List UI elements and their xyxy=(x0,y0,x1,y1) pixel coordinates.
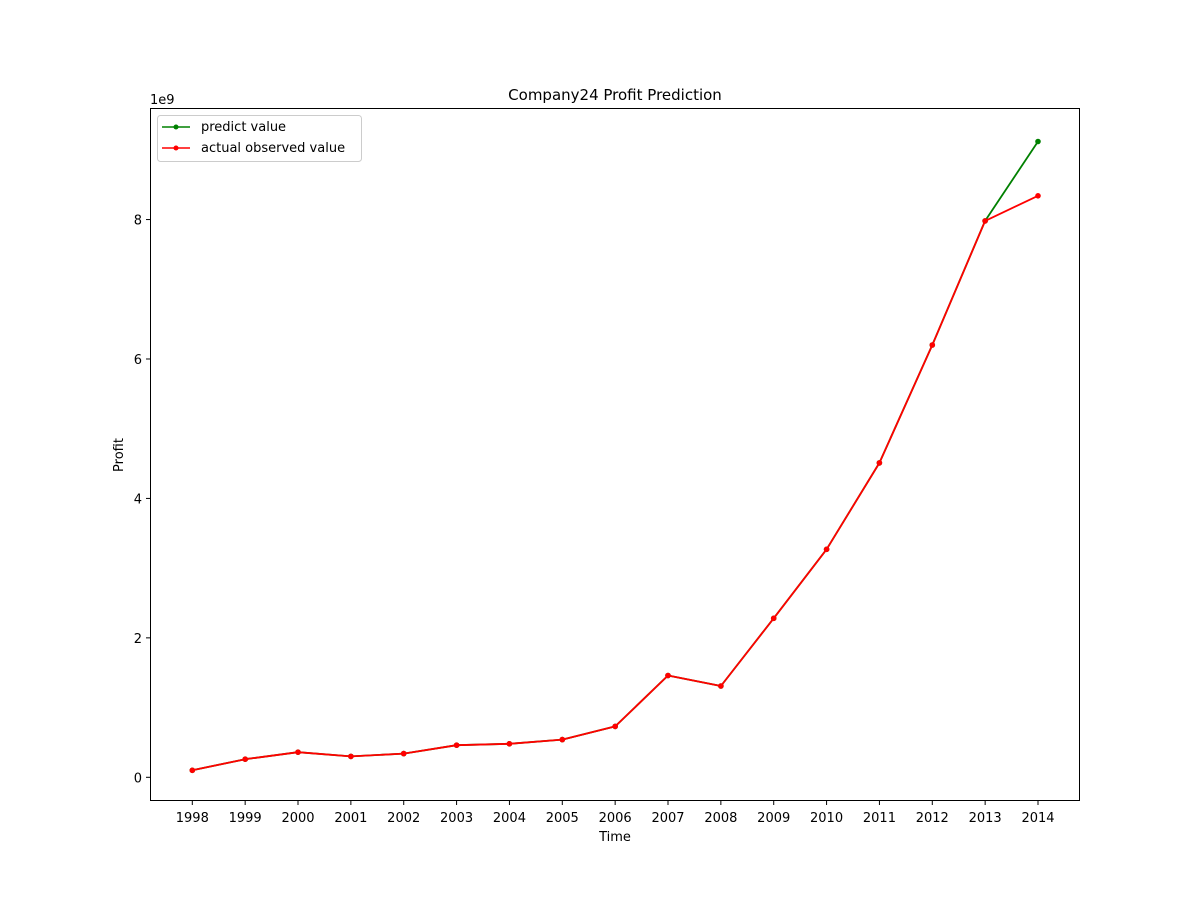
y-axis-offset-label: 1e9 xyxy=(150,93,175,108)
data-point-actual-2005 xyxy=(559,736,566,743)
x-tick-label: 2004 xyxy=(493,811,526,826)
x-tick-label: 1998 xyxy=(176,811,209,826)
x-axis-ticks: 1998 1999 2000 2001 2002 2003 2004 2005 2006 2007… xyxy=(176,801,1055,826)
x-tick-label: 2014 xyxy=(1021,811,1054,826)
x-tick-label: 2013 xyxy=(969,811,1002,826)
x-tick-label: 2009 xyxy=(757,811,790,826)
legend-label-predict: predict value xyxy=(201,120,286,135)
data-point-actual-2007 xyxy=(665,672,671,679)
data-point-actual-2002 xyxy=(400,750,407,757)
y-tick-label: 6 xyxy=(134,353,142,368)
data-point-actual-1999 xyxy=(242,756,248,762)
data-point-actual-2013 xyxy=(982,218,988,224)
data-point-actual-2010 xyxy=(823,546,830,553)
legend-label-actual: actual observed value xyxy=(201,141,345,156)
x-tick-label: 1999 xyxy=(229,811,262,826)
data-point-predict-2014 xyxy=(1035,138,1041,145)
legend: predict value actual observed value xyxy=(157,115,362,162)
series-line-actual xyxy=(191,194,1039,772)
x-tick-label: 2001 xyxy=(334,811,367,826)
x-tick-label: 2011 xyxy=(863,811,896,826)
y-axis-ticks: 0 2 4 6 8 xyxy=(134,214,150,786)
x-axis-label: Time xyxy=(598,830,631,845)
data-point-actual-2012 xyxy=(929,342,936,348)
y-tick-label: 4 xyxy=(134,492,142,507)
data-point-actual-2014 xyxy=(1035,193,1041,199)
data-point-actual-2009 xyxy=(770,615,777,622)
y-axis-label: Profit xyxy=(112,438,127,472)
data-point-actual-2008 xyxy=(718,683,724,689)
legend-marker-predict xyxy=(173,124,179,130)
y-tick-label: 8 xyxy=(134,214,142,229)
series-line-predict xyxy=(191,140,1039,772)
axes-frame xyxy=(150,108,1080,801)
x-tick-label: 2002 xyxy=(387,811,420,826)
data-point-actual-1998 xyxy=(189,767,196,774)
data-point-actual-2003 xyxy=(453,742,460,748)
data-point-actual-2004 xyxy=(506,741,513,747)
x-tick-label: 2003 xyxy=(440,811,473,826)
data-point-actual-2000 xyxy=(295,749,301,755)
x-tick-label: 2008 xyxy=(704,811,737,826)
chart-marks xyxy=(189,138,1041,774)
legend-marker-actual xyxy=(173,145,179,151)
y-tick-label: 2 xyxy=(134,632,142,647)
chart-title: Company24 Profit Prediction xyxy=(508,86,722,104)
x-tick-label: 2010 xyxy=(810,811,843,826)
y-tick-label: 0 xyxy=(134,771,142,786)
x-tick-label: 2007 xyxy=(651,811,684,826)
x-tick-label: 2006 xyxy=(599,811,632,826)
x-tick-label: 2005 xyxy=(546,811,579,826)
x-tick-label: 2012 xyxy=(916,811,949,826)
data-point-actual-2011 xyxy=(876,460,883,466)
legend-box xyxy=(157,115,362,162)
data-point-actual-2006 xyxy=(612,723,618,730)
x-tick-label: 2000 xyxy=(281,811,314,826)
data-point-actual-2001 xyxy=(348,753,354,760)
